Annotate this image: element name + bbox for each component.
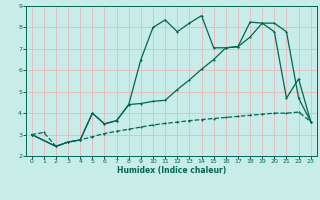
- X-axis label: Humidex (Indice chaleur): Humidex (Indice chaleur): [116, 166, 226, 175]
